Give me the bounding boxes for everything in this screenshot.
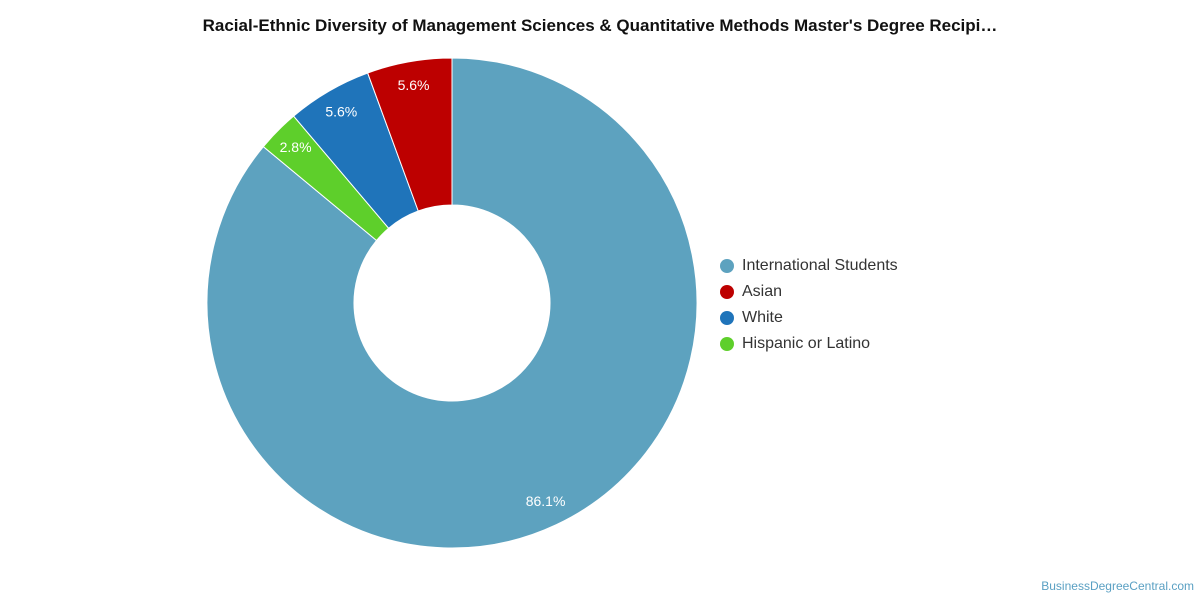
chart-title: Racial-Ethnic Diversity of Management Sc… <box>202 16 998 35</box>
legend-item-asian[interactable]: Asian <box>720 279 898 305</box>
legend-item-hispanic-or-latino[interactable]: Hispanic or Latino <box>720 331 898 357</box>
legend-label: International Students <box>742 257 898 274</box>
legend-label: Asian <box>742 283 783 300</box>
legend-swatch <box>720 311 734 325</box>
slice-international-students[interactable] <box>206 57 698 549</box>
slice-asian[interactable] <box>367 57 453 212</box>
slice-label-asian: 5.6% <box>398 77 430 93</box>
legend-label: Hispanic or Latino <box>742 335 871 352</box>
legend-item-white[interactable]: White <box>720 305 898 331</box>
legend-swatch <box>720 259 734 273</box>
slice-label-international-students: 86.1% <box>526 493 566 509</box>
slice-label-hispanic-or-latino: 2.8% <box>280 139 312 155</box>
legend-swatch <box>720 337 734 351</box>
legend-swatch <box>720 285 734 299</box>
source-credit[interactable]: BusinessDegreeCentral.com <box>1041 579 1194 593</box>
slice-label-white: 5.6% <box>325 104 357 120</box>
legend-label: White <box>742 309 783 326</box>
legend-item-international-students[interactable]: International Students <box>720 253 898 279</box>
chart-legend: International Students Asian White Hispa… <box>720 253 898 357</box>
